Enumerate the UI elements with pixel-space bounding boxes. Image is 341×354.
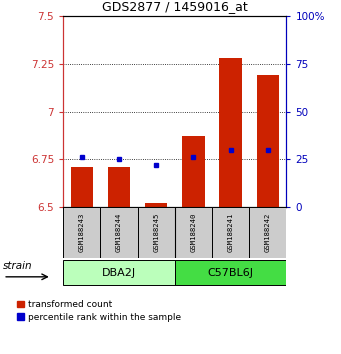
Legend: transformed count, percentile rank within the sample: transformed count, percentile rank withi…: [15, 298, 183, 324]
Text: GSM188245: GSM188245: [153, 213, 159, 252]
Bar: [108, 167, 130, 207]
Bar: [249, 207, 286, 258]
Text: GSM188243: GSM188243: [79, 213, 85, 252]
Text: strain: strain: [3, 261, 33, 272]
Text: GSM188241: GSM188241: [227, 213, 234, 252]
Bar: [63, 207, 100, 258]
Text: DBA2J: DBA2J: [102, 268, 136, 278]
Text: GSM188240: GSM188240: [190, 213, 196, 252]
Bar: [212, 207, 249, 258]
Bar: [63, 260, 175, 285]
Bar: [137, 207, 175, 258]
Bar: [71, 167, 93, 207]
Bar: [182, 136, 205, 207]
Title: GDS2877 / 1459016_at: GDS2877 / 1459016_at: [102, 0, 248, 13]
Bar: [100, 207, 137, 258]
Bar: [175, 260, 286, 285]
Text: GSM188242: GSM188242: [265, 213, 271, 252]
Bar: [175, 207, 212, 258]
Text: C57BL6J: C57BL6J: [208, 268, 254, 278]
Bar: [257, 75, 279, 207]
Text: GSM188244: GSM188244: [116, 213, 122, 252]
Bar: [220, 58, 242, 207]
Bar: [145, 203, 167, 207]
